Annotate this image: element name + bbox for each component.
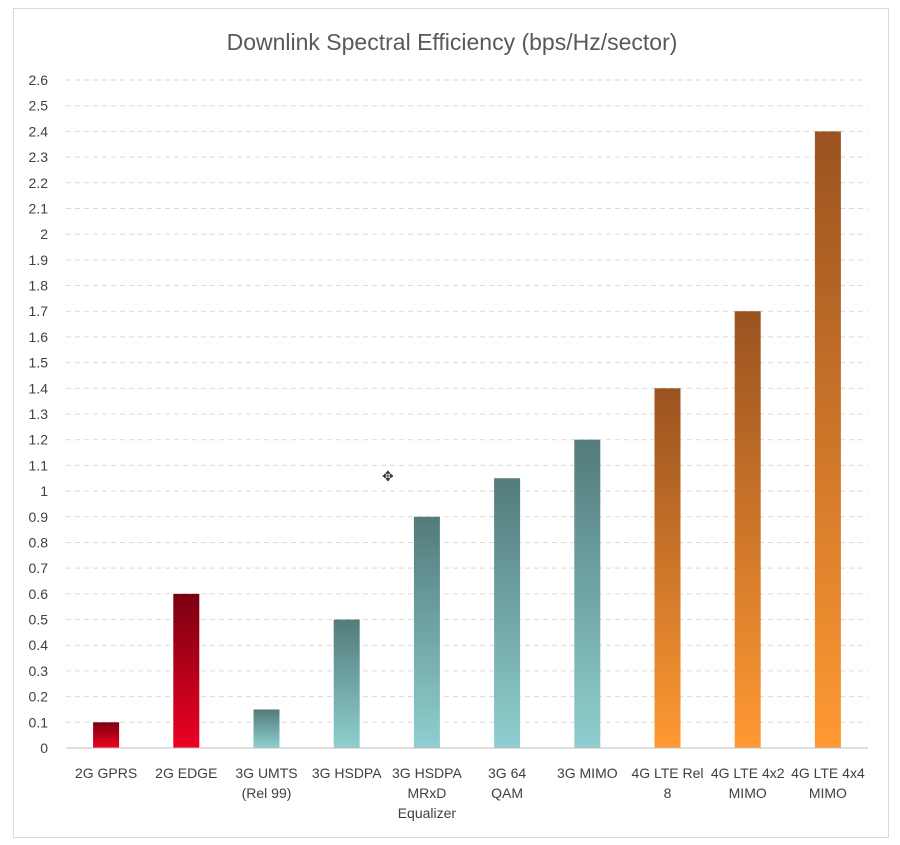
- x-tick-label: 2G EDGE: [155, 765, 217, 781]
- gridlines: [66, 79, 868, 723]
- y-tick-label: 0.8: [29, 534, 49, 550]
- x-tick-label: 3G HSDPA MRxD Equalizer: [392, 765, 462, 821]
- x-tick-label-line: 8: [664, 785, 672, 801]
- bar: [574, 439, 601, 748]
- y-tick-label: 1.3: [29, 406, 49, 422]
- x-tick-label-line: 4G LTE Rel: [631, 765, 703, 781]
- x-tick-label-line: MIMO: [729, 785, 767, 801]
- x-tick-label-line: QAM: [491, 785, 523, 801]
- y-tick-label: 1.4: [29, 380, 49, 396]
- bar: [654, 388, 681, 748]
- x-tick-label-line: (Rel 99): [242, 785, 292, 801]
- y-tick-label: 0.4: [29, 637, 49, 653]
- x-tick-label: 4G LTE Rel 8: [631, 765, 703, 801]
- y-tick-label: 1.5: [29, 355, 49, 371]
- x-tick-label: 4G LTE 4x2 MIMO: [711, 765, 785, 801]
- y-tick-label: 2.5: [29, 98, 49, 114]
- x-tick-label-line: 2G GPRS: [75, 765, 137, 781]
- x-tick-label: 3G 64 QAM: [488, 765, 526, 801]
- x-tick-label-line: Equalizer: [398, 805, 457, 821]
- y-tick-label: 1.8: [29, 278, 49, 294]
- bar: [413, 516, 440, 748]
- y-tick-label: 0.7: [29, 560, 49, 576]
- bar: [253, 709, 280, 748]
- x-tick-label-line: 4G LTE 4x2: [711, 765, 785, 781]
- y-tick-label: 2: [40, 226, 48, 242]
- x-tick-label: 3G HSDPA: [312, 765, 382, 781]
- x-tick-label-line: 4G LTE 4x4: [791, 765, 865, 781]
- y-tick-label: 0.9: [29, 509, 49, 525]
- y-tick-label: 0.3: [29, 663, 49, 679]
- x-tick-label: 4G LTE 4x4 MIMO: [791, 765, 865, 801]
- bar: [814, 131, 841, 748]
- y-tick-label: 2.4: [29, 123, 49, 139]
- y-tick-label: 2.1: [29, 200, 49, 216]
- x-tick-label-line: 3G 64: [488, 765, 526, 781]
- y-tick-label: 1.9: [29, 252, 49, 268]
- y-tick-label: 1: [40, 483, 48, 499]
- x-tick-label-line: MIMO: [809, 785, 847, 801]
- y-tick-label: 1.1: [29, 457, 49, 473]
- y-tick-label: 1.2: [29, 432, 49, 448]
- x-tick-label-line: 3G HSDPA: [392, 765, 462, 781]
- x-tick-label-line: MRxD: [407, 785, 446, 801]
- bar: [494, 478, 521, 748]
- x-tick-label: 3G UMTS (Rel 99): [235, 765, 297, 801]
- bar: [173, 593, 200, 748]
- y-tick-label: 2.6: [29, 72, 49, 88]
- y-tick-label: 0.6: [29, 586, 49, 602]
- bar: [734, 311, 761, 748]
- y-axis-ticks: 0 0.1 0.2 0.3 0.4 0.5 0.6 0.7 0.8 0.9 1 1.1 1.2 1.3 1.…: [29, 72, 49, 756]
- x-tick-label: 3G MIMO: [557, 765, 618, 781]
- y-tick-label: 0.2: [29, 689, 49, 705]
- y-tick-label: 0.1: [29, 714, 49, 730]
- y-tick-label: 1.7: [29, 303, 49, 319]
- bars: [93, 131, 841, 748]
- y-tick-label: 2.2: [29, 175, 49, 191]
- x-tick-label-line: 3G MIMO: [557, 765, 618, 781]
- move-cursor-icon: ✥: [382, 469, 394, 485]
- x-tick-label-line: 2G EDGE: [155, 765, 217, 781]
- x-tick-label: 2G GPRS: [75, 765, 137, 781]
- x-axis-labels: 2G GPRS 2G EDGE 3G UMTS (Rel 99)3G HSDPA 3G …: [75, 765, 865, 821]
- chart-title: Downlink Spectral Efficiency (bps/Hz/sec…: [227, 29, 678, 55]
- y-tick-label: 0.5: [29, 612, 49, 628]
- x-tick-label-line: 3G UMTS: [235, 765, 297, 781]
- y-tick-label: 2.3: [29, 149, 49, 165]
- y-tick-label: 1.6: [29, 329, 49, 345]
- bar: [93, 722, 120, 748]
- bar: [333, 619, 360, 748]
- x-tick-label-line: 3G HSDPA: [312, 765, 382, 781]
- y-tick-label: 0: [40, 740, 48, 756]
